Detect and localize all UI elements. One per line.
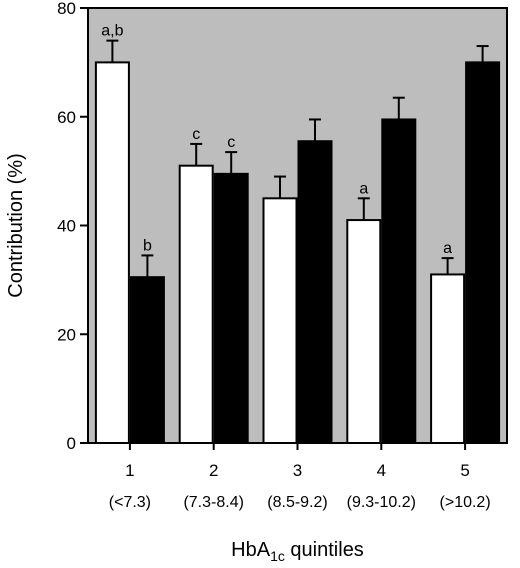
x-axis-title-subscript: 1c: [270, 548, 285, 564]
x-tick-label: 3: [293, 461, 302, 480]
bar: [381, 118, 417, 444]
x-axis-title-tail: quintiles: [285, 539, 364, 561]
x-tick-sublabel: (9.3-10.2): [347, 494, 416, 511]
bar: [297, 140, 333, 444]
x-tick-sublabel: (7.3-8.4): [183, 494, 243, 511]
significance-label: c: [192, 126, 200, 143]
bar: [129, 276, 165, 444]
y-axis-title: Contribution (%): [5, 153, 27, 298]
bar: [94, 61, 130, 444]
bar: [346, 219, 382, 444]
significance-label: a,b: [101, 23, 123, 40]
bar: [430, 273, 466, 444]
y-tick-label: 60: [57, 108, 76, 127]
x-tick-label: 1: [125, 461, 134, 480]
x-tick-label: 2: [209, 461, 218, 480]
x-axis-title-main: HbA: [231, 539, 271, 561]
significance-label: b: [143, 237, 152, 254]
significance-label: a: [443, 240, 452, 257]
significance-label: a: [359, 180, 368, 197]
x-axis: 1 (<7.3) 2 (7.3-8.4) 3 (8.5-9.2) 4 (9.3-10.2) 5 (…: [109, 443, 491, 511]
bars-layer: [94, 39, 501, 444]
x-tick-sublabel: (>10.2): [440, 494, 491, 511]
bar: [262, 197, 298, 444]
y-tick-label: 40: [57, 217, 76, 236]
x-axis-title: HbA1c quintiles: [231, 539, 364, 564]
bar: [465, 61, 501, 444]
y-tick-label: 80: [57, 0, 76, 18]
y-tick-label: 20: [57, 325, 76, 344]
annotations-layer: a,b b c c a a: [101, 23, 452, 258]
x-tick-sublabel: (8.5-9.2): [267, 494, 327, 511]
y-axis: 0 20 40 60 80: [57, 0, 88, 453]
y-tick-label: 0: [67, 434, 76, 453]
x-tick-label: 4: [377, 461, 386, 480]
x-tick-sublabel: (<7.3): [109, 494, 151, 511]
bar: [213, 172, 249, 444]
bar: [178, 164, 214, 444]
x-tick-label: 5: [460, 461, 469, 480]
significance-label: c: [227, 134, 235, 151]
